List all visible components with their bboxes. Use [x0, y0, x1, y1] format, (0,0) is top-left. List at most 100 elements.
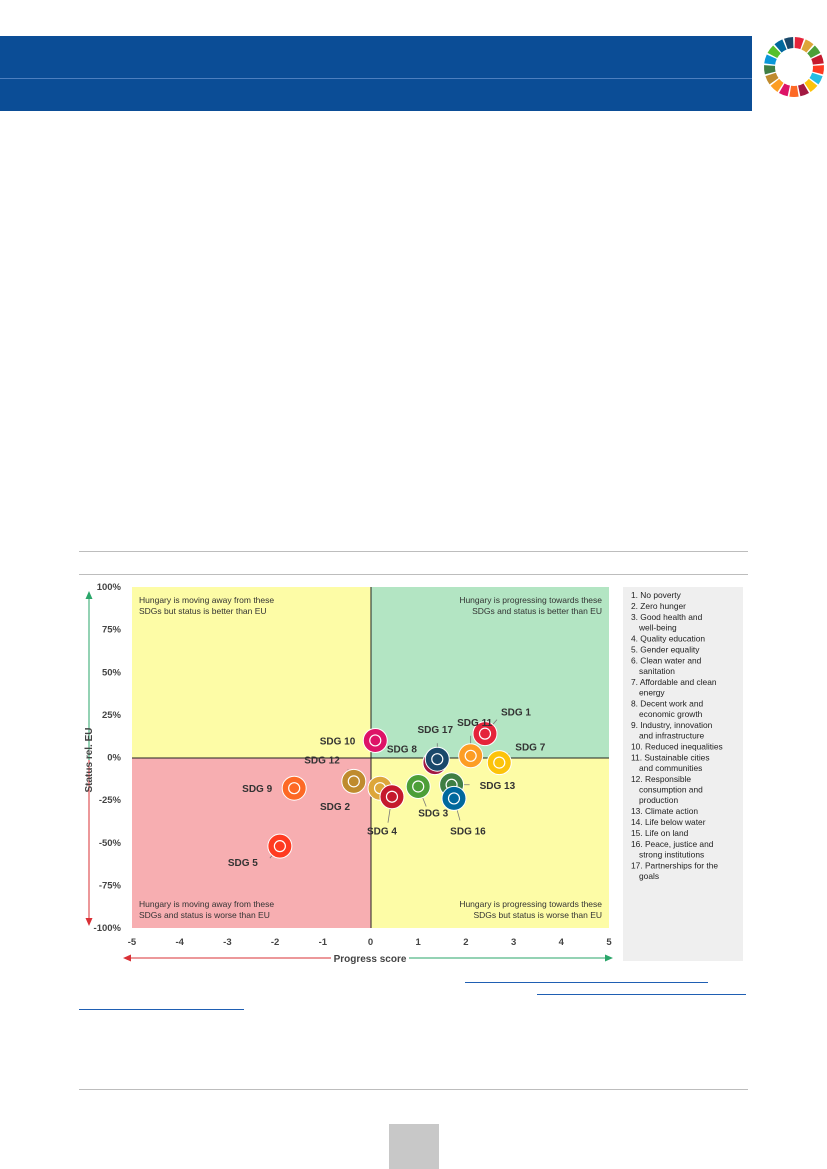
- y-tick-label: -75%: [99, 880, 122, 891]
- wheel-segment: [784, 37, 794, 50]
- wheel-segment: [774, 39, 787, 53]
- wheel-segment: [812, 65, 824, 75]
- x-tick-label: 1: [416, 937, 422, 948]
- header-banner: [0, 36, 752, 111]
- sdg-16-icon: [447, 792, 461, 805]
- sdg-17-marker: [424, 746, 450, 772]
- legend-entry: 5. Gender equality: [631, 645, 700, 655]
- legend-entry: 9. Industry, innovation and infrastructur…: [631, 720, 713, 741]
- quadrant-top-right-caption-1: Hungary is progressing towards these: [459, 595, 602, 605]
- sdg-1-icon: [478, 727, 492, 740]
- sdg-5-label: SDG 5: [228, 858, 258, 869]
- source-link-1-underline[interactable]: [465, 982, 708, 983]
- y-axis-arrowhead-down: [85, 918, 93, 926]
- y-axis-label: Status rel. EU: [84, 727, 95, 792]
- wheel-segment: [804, 78, 818, 93]
- sdg-2-label: SDG 2: [320, 802, 350, 813]
- legend-entry: 1. No poverty: [631, 590, 682, 600]
- source-link-3-underline[interactable]: [79, 1009, 244, 1010]
- quadrant-bottom-left-caption-1: Hungary is moving away from these: [139, 899, 274, 909]
- wheel-segment: [770, 78, 784, 93]
- sdg-12-icon: [347, 775, 360, 788]
- wheel-segment: [767, 45, 781, 59]
- quadrant-top-left-caption-2: SDGs but status is better than EU: [139, 606, 267, 616]
- x-tick-label: -5: [128, 937, 137, 948]
- sdg-11-label: SDG 11: [457, 718, 492, 729]
- y-tick-label: 100%: [97, 582, 122, 593]
- legend-entry: 12. Responsible consumption and production: [631, 774, 703, 805]
- sdg-1-label: SDG 1: [501, 708, 531, 719]
- wheel-segment: [778, 83, 790, 97]
- y-tick-label: 50%: [102, 667, 122, 678]
- sdg-progress-chart: Hungary is moving away from these SDGs b…: [84, 582, 743, 965]
- quadrant-top-left-caption-1: Hungary is moving away from these: [139, 595, 274, 605]
- x-tick-label: -3: [223, 937, 231, 948]
- x-tick-label: 0: [368, 937, 373, 948]
- sdg-11-icon: [464, 749, 477, 762]
- quadrant-top-left: [132, 587, 371, 758]
- sdg-13-label: SDG 13: [480, 781, 516, 792]
- sdg-17-icon: [431, 753, 444, 766]
- sdg-7-marker: [486, 750, 512, 776]
- y-tick-label: -25%: [99, 795, 122, 806]
- sdg-4-icon: [385, 790, 399, 803]
- legend-entry: 16. Peace, justice and strong institution…: [631, 839, 714, 860]
- y-axis-arrowhead-up: [85, 591, 93, 599]
- footer-rule: [79, 1089, 748, 1090]
- legend-entry: 15. Life on land: [631, 828, 689, 838]
- legend-entry: 3. Good health and well-being: [631, 612, 703, 633]
- x-tick-label: 3: [511, 937, 516, 948]
- legend-panel: [623, 587, 743, 961]
- wheel-segment: [764, 65, 776, 75]
- sdg-4-label: SDG 4: [367, 827, 397, 838]
- sdg-5-marker: [267, 833, 293, 859]
- y-tick-label: 25%: [102, 710, 122, 721]
- sdg-3-marker: [405, 773, 431, 799]
- y-tick-label: 75%: [102, 625, 122, 636]
- sdg-10-marker: [362, 727, 388, 753]
- wheel-segment: [809, 72, 823, 85]
- legend-entry: 6. Clean water and sanitation: [631, 656, 702, 677]
- y-tick-label: -100%: [94, 923, 122, 934]
- legend-entry: 10. Reduced inequalities: [631, 742, 723, 752]
- sdg-11-marker: [458, 743, 484, 769]
- sdg-12-marker: [341, 768, 367, 794]
- sdg-5-icon: [273, 840, 286, 853]
- wheel-segment: [765, 72, 779, 85]
- chart-top-rule: [79, 551, 748, 552]
- legend-entry: 7. Affordable and clean energy: [631, 677, 717, 698]
- sdg-1-marker: [472, 721, 498, 747]
- sdg-12-label: SDG 12: [304, 755, 340, 766]
- sdg-17-label: SDG 17: [417, 725, 453, 736]
- wheel-segment: [807, 45, 821, 59]
- quadrant-top-right-caption-2: SDGs and status is better than EU: [472, 606, 602, 616]
- wheel-segment: [801, 39, 814, 53]
- wheel-segment: [798, 83, 810, 97]
- legend-entry: 14. Life below water: [631, 817, 706, 827]
- x-axis-label: Progress score: [334, 954, 407, 965]
- sdg-16-marker: [441, 785, 467, 811]
- sdg-3-label: SDG 3: [418, 808, 448, 819]
- x-axis-arrowhead-right: [605, 954, 613, 962]
- wheel-segment: [811, 54, 824, 65]
- quadrant-bottom-right-caption-2: SDGs but status is worse than EU: [474, 910, 603, 920]
- quadrant-bottom-left: [132, 758, 371, 928]
- wheel-segment: [789, 85, 799, 97]
- page-number-box: [389, 1124, 439, 1169]
- source-link-2-underline[interactable]: [537, 994, 746, 995]
- x-tick-label: -4: [175, 937, 184, 948]
- x-tick-label: 5: [606, 937, 612, 948]
- sdg-9-marker: [281, 775, 307, 801]
- wheel-segment: [794, 37, 804, 50]
- legend-entry: 2. Zero hunger: [631, 601, 686, 611]
- x-tick-label: 2: [463, 937, 468, 948]
- legend-entry: 13. Climate action: [631, 806, 698, 816]
- x-tick-label: -2: [271, 937, 279, 948]
- sdg-7-icon: [493, 756, 506, 769]
- sdg-10-icon: [369, 734, 382, 747]
- quadrant-bottom-left-caption-2: SDGs and status is worse than EU: [139, 910, 270, 920]
- y-tick-label: 0%: [107, 753, 121, 764]
- sdg-3-icon: [412, 780, 425, 793]
- wheel-segment: [764, 54, 777, 65]
- legend-entry: 17. Partnerships for the goals: [631, 861, 718, 882]
